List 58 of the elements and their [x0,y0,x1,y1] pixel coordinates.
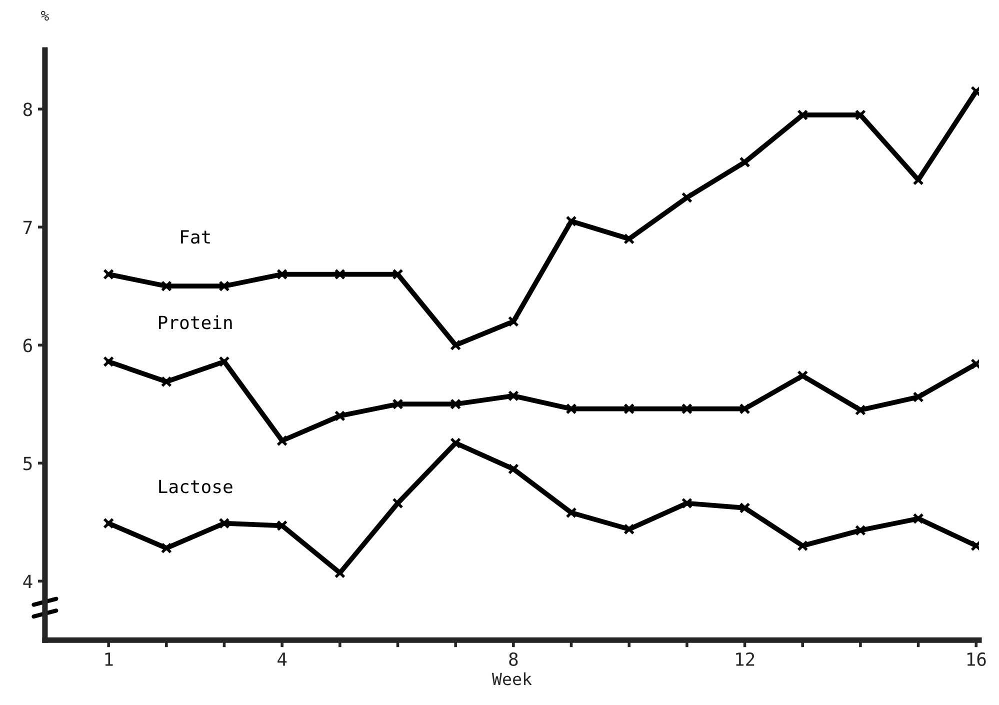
point [797,370,808,382]
y-tick-label: 4 [23,574,32,588]
point [624,403,635,414]
point [681,403,692,414]
point [912,513,924,524]
x-tick-label: 8 [509,652,518,666]
point [739,156,750,168]
point [508,316,519,328]
point [739,403,750,414]
point [854,109,866,121]
point [797,540,808,552]
point [739,502,750,514]
point [334,410,346,422]
point [334,268,346,280]
point [912,391,924,403]
point [392,398,404,410]
y-tick-label: 7 [24,220,32,234]
y-tick-label: 5 [24,456,32,470]
x-tick-label: 1 [105,652,113,666]
point [160,542,172,554]
x-tick-label: 16 [967,652,986,666]
x-axis-title: Week [492,672,532,686]
point [103,518,114,529]
series-label: Lactose [159,480,232,494]
series-label: Protein [159,315,232,330]
point [508,390,519,402]
point [566,403,577,414]
point [450,398,462,410]
point [276,520,288,532]
y-axis-title: % [41,10,49,21]
x-tick-label: 12 [736,652,754,666]
point [566,507,577,518]
point [103,356,114,368]
point [854,404,866,416]
point [160,280,172,292]
point [566,216,577,227]
point [218,518,230,529]
point [681,192,692,204]
point [508,463,519,475]
y-tick-label: 6 [23,338,32,352]
text: Fat [181,230,210,244]
point [681,498,692,509]
point [392,498,404,509]
y-tick-label: 8 [23,102,32,116]
point [797,109,808,121]
x-tick-label: 4 [278,652,287,666]
point [854,524,866,536]
point [392,268,404,280]
point [450,340,462,351]
point [103,268,114,280]
point [276,435,288,446]
point [624,524,635,535]
point [450,437,462,449]
point [160,376,172,388]
point [218,356,230,368]
point [218,280,230,292]
point [624,233,635,244]
point [276,268,288,280]
